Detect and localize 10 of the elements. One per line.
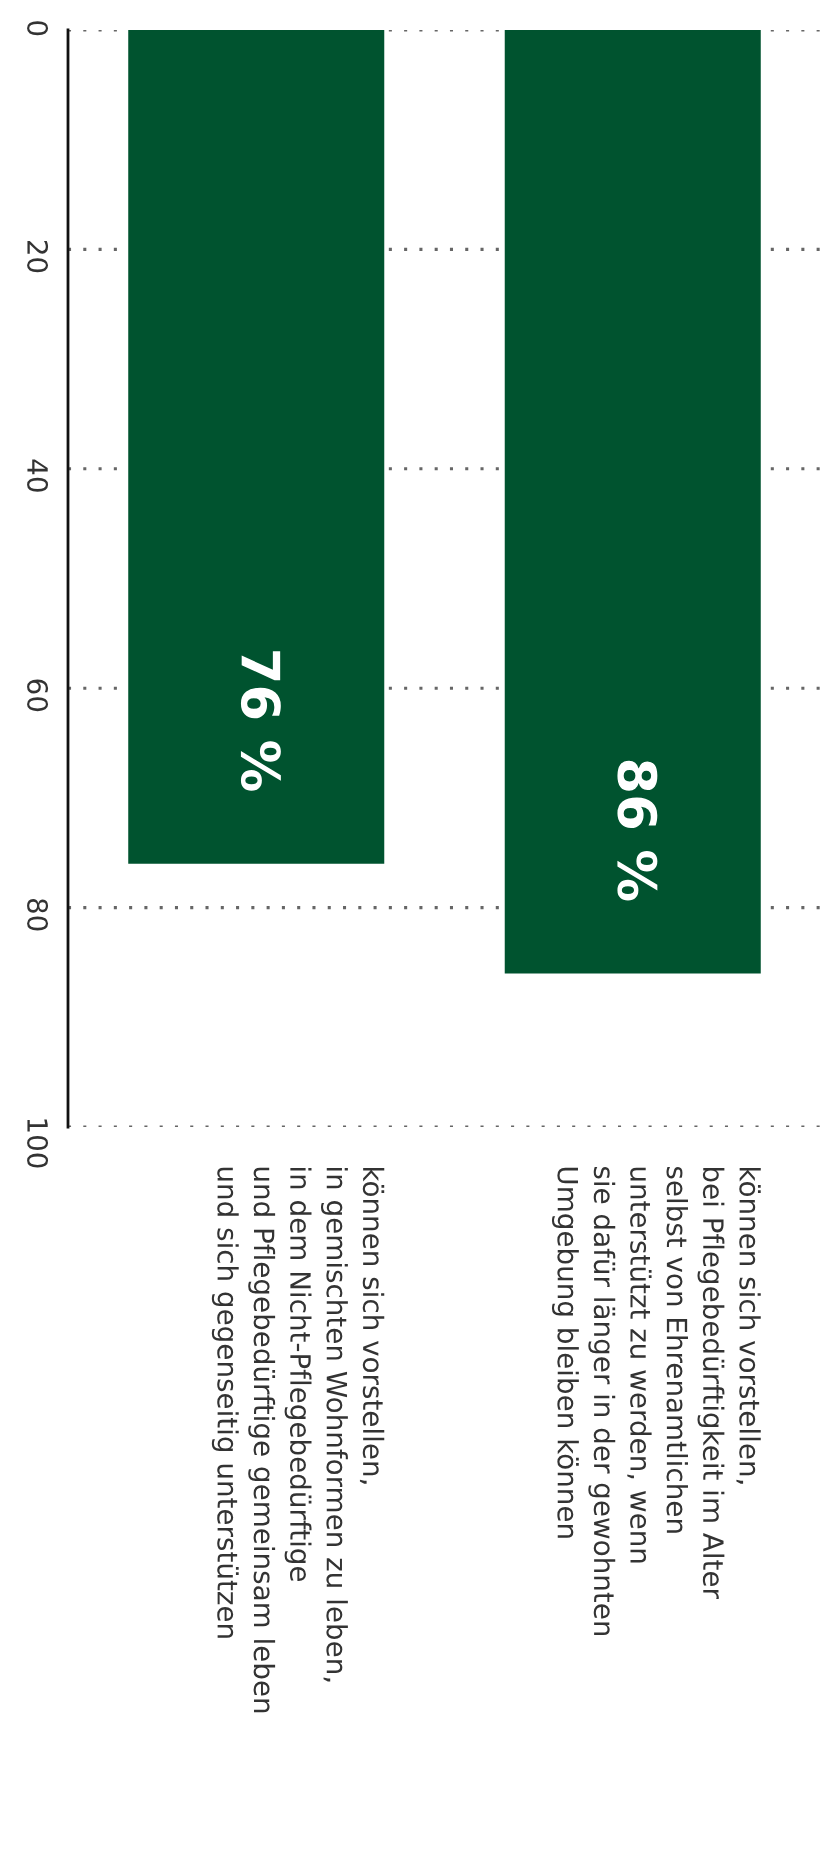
x-tick-label: können sich vorstellen, bei Pflegebedürftigkeit im Alter selbst von Ehrenamtlichen unterstützt zu werden, wenn sie dafür länger in der gewohnten Umgebung bleiben können — [551, 1166, 761, 1636]
y-tick-label: 40 — [27, 459, 49, 492]
x-tick-label: können sich vorstellen, in gemischten Wohnformen zu leben, in dem Nicht-Pflegebedürftige und Pflegebedürftige gemeinsam leben und sich gegenseitig unterstützen — [211, 1167, 385, 1713]
y-tick-label: 60 — [27, 679, 49, 712]
data-label: 76 % — [240, 651, 281, 791]
y-tick-label: 0 — [27, 21, 49, 36]
data-label: 86 % — [617, 760, 658, 901]
y-tick-label: 20 — [27, 240, 49, 273]
y-tick-label: 100 — [27, 1119, 49, 1168]
y-tick-label: 80 — [27, 898, 49, 931]
